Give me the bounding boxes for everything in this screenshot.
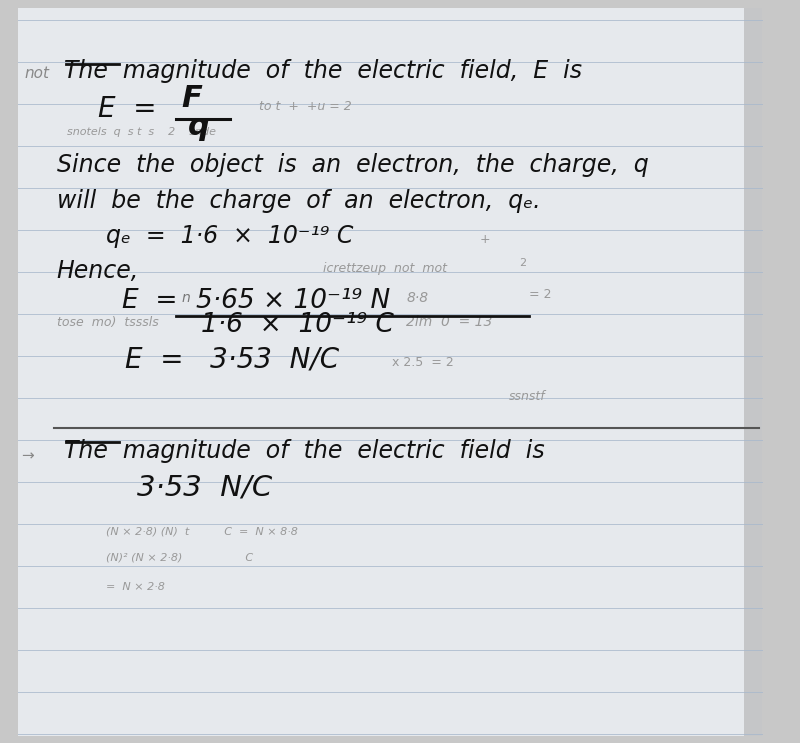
- Text: E  =: E =: [122, 288, 178, 314]
- Text: icrettzeup  not  mot: icrettzeup not mot: [323, 262, 447, 275]
- Text: n: n: [181, 291, 190, 305]
- Text: =  N × 2·8: = N × 2·8: [106, 582, 165, 592]
- Text: will  be  the  charge  of  an  electron,  qₑ.: will be the charge of an electron, qₑ.: [57, 189, 541, 213]
- Text: snotels  q  s t  s    2    snde: snotels q s t s 2 snde: [66, 127, 215, 137]
- Text: F: F: [181, 84, 202, 113]
- Text: +: +: [480, 233, 490, 246]
- Text: The  magnitude  of  the  electric  field,  E  is: The magnitude of the electric field, E i…: [64, 59, 582, 83]
- Text: not: not: [25, 66, 50, 81]
- Text: qₑ  =  1·6  ×  10⁻¹⁹ C: qₑ = 1·6 × 10⁻¹⁹ C: [106, 224, 353, 248]
- Text: 2: 2: [519, 258, 526, 268]
- Text: = 2: = 2: [529, 288, 551, 301]
- Text: 1·6  ×  10⁻¹⁹ C: 1·6 × 10⁻¹⁹ C: [201, 312, 394, 338]
- Text: →: →: [22, 448, 34, 463]
- Text: E  =: E =: [98, 95, 157, 123]
- Text: 2lm  0  = 13: 2lm 0 = 13: [406, 315, 493, 329]
- Text: Since  the  object  is  an  electron,  the  charge,  q: Since the object is an electron, the cha…: [57, 153, 649, 177]
- Text: 5·65 × 10⁻¹⁹ N: 5·65 × 10⁻¹⁹ N: [196, 288, 390, 314]
- Text: (N × 2·8) (N)  t          C  =  N × 8·8: (N × 2·8) (N) t C = N × 8·8: [106, 527, 298, 537]
- Text: to t  +  +u = 2: to t + +u = 2: [259, 100, 352, 113]
- Text: E  =   3·53  N/C: E = 3·53 N/C: [126, 346, 339, 374]
- Bar: [744, 8, 762, 736]
- Text: The  magnitude  of  the  electric  field  is: The magnitude of the electric field is: [64, 439, 544, 463]
- Text: (N)² (N × 2·8)                  C: (N)² (N × 2·8) C: [106, 552, 253, 562]
- Text: 3·53  N/C: 3·53 N/C: [137, 474, 272, 502]
- Text: Hence,: Hence,: [57, 259, 139, 283]
- Text: x 2.5  = 2: x 2.5 = 2: [392, 356, 454, 369]
- Text: ssnstf: ssnstf: [509, 390, 546, 403]
- Text: tose  mo)  tsssls: tose mo) tsssls: [57, 316, 158, 329]
- Text: 8·8: 8·8: [406, 291, 429, 305]
- Text: q: q: [188, 112, 210, 141]
